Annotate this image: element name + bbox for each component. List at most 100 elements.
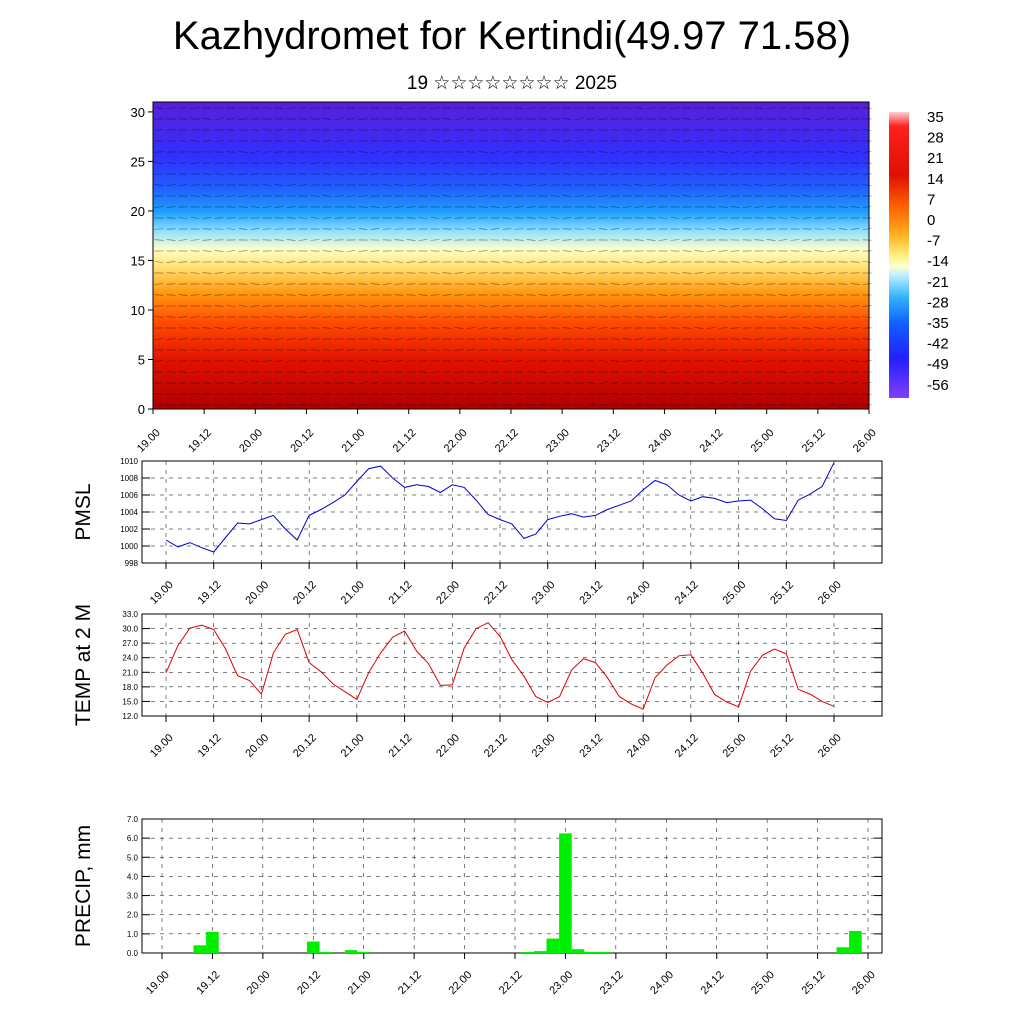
temp-y-tick-label: 21.0	[122, 668, 138, 677]
temp-x-tick-label: 19.00	[148, 732, 176, 760]
heatmap-x-tick-label: 20.00	[237, 427, 265, 455]
precip-bar	[584, 952, 597, 953]
temp-x-tick-label: 25.12	[768, 732, 796, 760]
colorbar-label: 14	[927, 171, 944, 188]
pmsl-x-tick-label: 20.00	[243, 579, 271, 607]
precip-bar	[836, 947, 850, 953]
colorbar	[889, 112, 909, 398]
precip-frame	[141, 818, 883, 954]
temp-x-tick-label: 20.00	[243, 732, 271, 760]
colorbar-label: -21	[927, 274, 949, 291]
heatmap-x-tick-label: 19.00	[135, 427, 163, 455]
wind-barbs	[154, 107, 872, 406]
chart-title: Kazhydromet for Kertindi(49.97 71.58)	[172, 14, 852, 58]
precip-y-tick-label: 1.0	[127, 930, 139, 939]
precip-bar	[319, 952, 333, 953]
temp-ylabel: TEMP at 2 M	[72, 604, 95, 726]
precip-x-tick-label: 21.12	[396, 969, 424, 997]
precip-x-tick-label: 20.12	[295, 969, 323, 997]
temp-series-line	[165, 622, 835, 710]
colorbar-label: -35	[927, 315, 949, 332]
heatmap-y-tick-label: 15	[131, 253, 145, 268]
precip-x-tick-label: 20.00	[245, 969, 273, 997]
precip-bar	[521, 952, 534, 953]
colorbar-label: -49	[927, 356, 949, 373]
colorbar-label: -7	[927, 233, 940, 250]
temp-x-tick-label: 21.12	[386, 732, 414, 760]
pmsl-x-tick-label: 23.12	[577, 579, 605, 607]
temp-y-tick-label: 33.0	[122, 610, 138, 619]
chart-subtitle: 19 ☆☆☆☆☆☆☆☆ 2025	[406, 73, 618, 94]
heatmap-x-tick-label: 22.12	[493, 427, 521, 455]
pmsl-ylabel: PMSL	[72, 483, 95, 540]
precip-y-tick-label: 0.0	[127, 949, 139, 958]
temp-y-tick-label: 24.0	[122, 654, 138, 663]
precip-x-tick-label: 25.12	[799, 969, 827, 997]
precip-panel: 19.00 19.12 20.00 20.12 21.00 21.12 22.00 22.12…	[72, 815, 883, 997]
precip-y-tick-label: 7.0	[127, 815, 139, 824]
precip-bar	[849, 931, 862, 953]
heatmap-x-tick-label: 22.00	[442, 427, 470, 455]
pmsl-panel: 19.00 19.12 20.00 20.12 21.00 21.12 22.00 22.12…	[72, 457, 883, 607]
temp-x-tick-label: 23.12	[577, 732, 605, 760]
heatmap-x-tick-label: 24.00	[646, 427, 674, 455]
heatmap-x-tick-label: 25.12	[800, 427, 828, 455]
heatmap-y-tick-label: 25	[131, 154, 145, 169]
temp-y-tick-label: 12.0	[122, 712, 138, 721]
heatmap-x-tick-label: 20.12	[288, 427, 316, 455]
temp-y-tick-label: 27.0	[122, 639, 138, 648]
temp-x-tick-label: 21.00	[339, 732, 367, 760]
pmsl-x-tick-label: 21.00	[339, 579, 367, 607]
precip-x-tick-label: 26.00	[850, 969, 878, 997]
temp-x-tick-label: 23.00	[530, 732, 558, 760]
pmsl-series-line	[165, 462, 835, 553]
heatmap-y-tick-label: 5	[138, 352, 145, 367]
temp-x-tick-label: 22.12	[482, 732, 510, 760]
precip-y-tick-label: 4.0	[127, 872, 139, 881]
precip-x-tick-label: 25.00	[749, 969, 777, 997]
pmsl-y-tick-label: 1006	[120, 491, 138, 500]
colorbar-label: 35	[927, 109, 944, 126]
precip-x-tick-label: 22.12	[497, 969, 525, 997]
colorbar-label: 28	[927, 130, 944, 147]
pmsl-x-tick-label: 25.12	[768, 579, 796, 607]
colorbar-label: -56	[927, 377, 949, 394]
temp-x-tick-label: 24.12	[673, 732, 701, 760]
colorbar-label: -14	[927, 253, 949, 270]
precip-bar	[206, 931, 219, 953]
precip-bar	[307, 941, 320, 953]
precip-x-tick-label: 19.12	[194, 969, 222, 997]
pmsl-x-tick-label: 24.12	[673, 579, 701, 607]
pmsl-x-tick-label: 22.12	[482, 579, 510, 607]
temp-x-tick-label: 26.00	[816, 732, 844, 760]
precip-ylabel: PRECIP, mm	[72, 825, 95, 947]
precip-x-tick-label: 23.00	[547, 969, 575, 997]
pmsl-x-tick-label: 26.00	[816, 579, 844, 607]
heatmap-field	[153, 102, 869, 409]
colorbar-label: 21	[927, 150, 944, 167]
temp-y-tick-label: 18.0	[122, 683, 138, 692]
heatmap-x-tick-label: 26.00	[851, 427, 879, 455]
pmsl-x-tick-label: 24.00	[625, 579, 653, 607]
pmsl-x-tick-label: 22.00	[434, 579, 462, 607]
heatmap-x-tick-label: 23.12	[595, 427, 623, 455]
heatmap-y-tick-label: 20	[131, 204, 145, 219]
pmsl-y-tick-label: 1004	[120, 508, 138, 517]
heatmap-y-tick-label: 0	[138, 402, 145, 417]
precip-bar	[559, 833, 572, 953]
pmsl-x-tick-label: 21.12	[386, 579, 414, 607]
precip-y-tick-label: 2.0	[127, 911, 139, 920]
heatmap-x-tick-label: 25.00	[749, 427, 777, 455]
precip-bar	[546, 938, 560, 953]
precip-bar	[193, 945, 207, 953]
precip-x-tick-label: 21.00	[346, 969, 374, 997]
heatmap-y-tick-label: 30	[131, 105, 145, 120]
pmsl-x-tick-label: 19.12	[196, 579, 224, 607]
precip-x-tick-label: 24.00	[648, 969, 676, 997]
pmsl-x-tick-label: 23.00	[530, 579, 558, 607]
temp-x-tick-label: 22.00	[434, 732, 462, 760]
precip-bar	[596, 952, 610, 953]
precip-bar	[357, 952, 370, 953]
temp-frame	[141, 613, 883, 717]
